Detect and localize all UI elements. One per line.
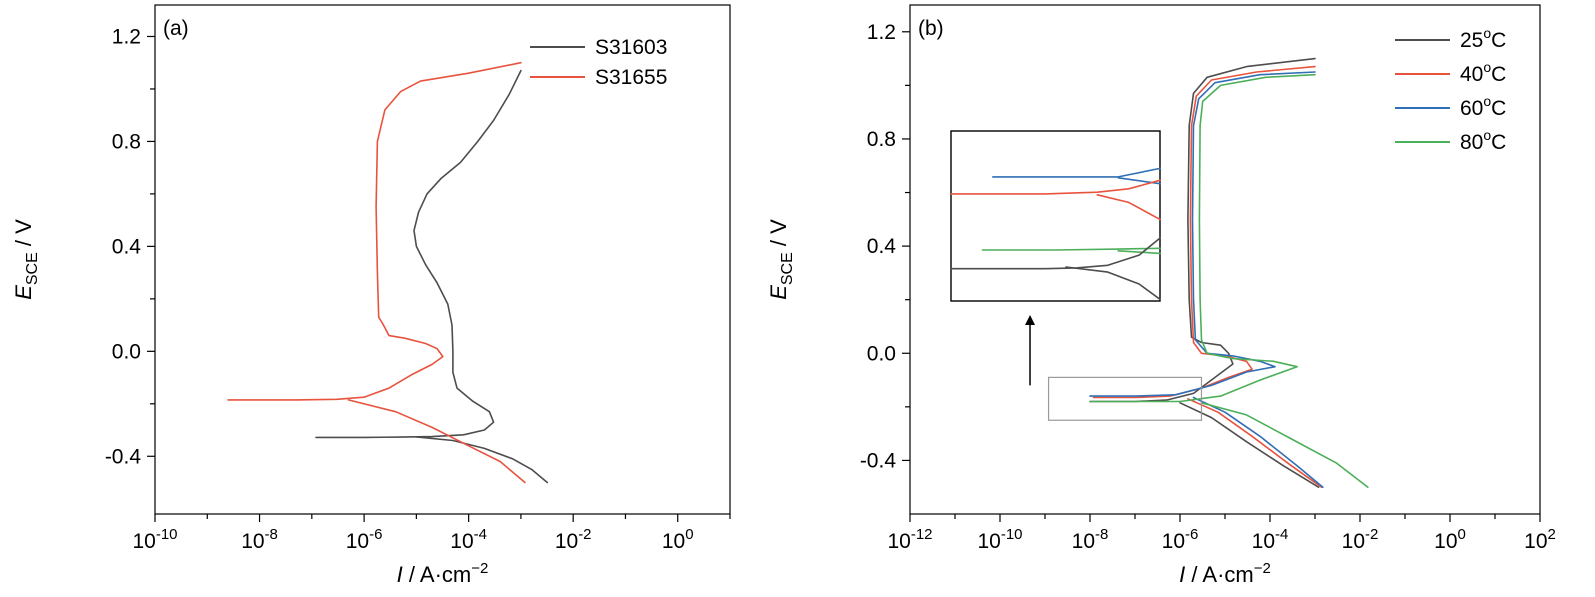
series-cathodic-line: [1192, 396, 1324, 488]
panel-label: (a): [163, 17, 189, 40]
zoom-region-box: [1047, 376, 1203, 421]
series-cathodic-line: [1187, 398, 1323, 488]
series-line: [1089, 57, 1316, 403]
inset-series-line: [950, 179, 1161, 195]
legend-label: 25oC: [1460, 25, 1506, 52]
x-axis-title: I / A·cm−2: [397, 560, 489, 587]
inset-series-branch: [1065, 266, 1161, 301]
y-tick-label: -0.4: [105, 445, 142, 468]
x-tick-label: 10-12: [887, 526, 932, 553]
x-tick-label: 10-10: [977, 526, 1022, 553]
zoom-arrow-head: [1025, 315, 1036, 325]
x-tick-label: 100: [662, 526, 694, 553]
series-line: [227, 61, 522, 401]
series-line: [1089, 73, 1316, 403]
y-axis-title: ESCE / V: [11, 219, 41, 300]
series-line: [315, 69, 522, 439]
chart-panel-a: 10-10 10-8 10-6 10-4 10-2 100 1.2 0.8 0.4 0.0 -0.4…: [11, 4, 731, 587]
chart-panel-b: 10-12 10-10 10-8 10-6 10-4 10-2 100 102 1.2 0.8 0.…: [766, 4, 1556, 587]
inset-series-line: [950, 237, 1161, 270]
x-tick-label: 10-2: [1342, 526, 1379, 553]
legend-label: S31655: [595, 66, 667, 89]
inset-series-branch: [1117, 250, 1161, 255]
series-cathodic-line: [1179, 402, 1320, 488]
x-tick-label: 100: [1434, 526, 1466, 553]
x-tick-label: 10-4: [1252, 526, 1289, 553]
x-tick-label: 10-2: [555, 526, 592, 553]
y-tick-label: 1.2: [867, 21, 896, 44]
series-cathodic-line: [347, 399, 526, 484]
x-tick-label: 10-10: [132, 526, 177, 553]
y-tick-label: 0.4: [867, 235, 897, 258]
inset-series-branch: [1096, 194, 1161, 221]
x-tick-label: 10-8: [1072, 526, 1109, 553]
y-axis-title: ESCE / V: [766, 219, 796, 300]
y-tick-label: 0.0: [112, 340, 141, 363]
inset-frame: [950, 130, 1161, 302]
x-tick-label: 10-6: [1162, 526, 1199, 553]
x-tick-label: 102: [1524, 526, 1556, 553]
x-tick-label: 10-4: [450, 526, 487, 553]
y-tick-label: -0.4: [860, 449, 897, 472]
legend-label: 80oC: [1460, 127, 1506, 154]
series-cathodic-line: [1200, 402, 1369, 488]
series-cathodic-line: [415, 436, 549, 484]
y-tick-label: 0.8: [112, 130, 141, 153]
legend-label: S31603: [595, 36, 667, 59]
x-tick-label: 10-8: [241, 526, 278, 553]
panel-label: (b): [918, 17, 944, 40]
inset-series-line: [992, 167, 1161, 178]
y-tick-label: 1.2: [112, 25, 141, 48]
inset-series-line: [981, 247, 1161, 251]
y-tick-label: 0.8: [867, 128, 896, 151]
x-tick-label: 10-6: [346, 526, 383, 553]
legend-label: 60oC: [1460, 93, 1506, 120]
x-axis-title: I / A·cm−2: [1179, 560, 1271, 587]
y-tick-label: 0.4: [112, 235, 142, 258]
y-tick-label: 0.0: [867, 342, 896, 365]
legend-label: 40oC: [1460, 59, 1506, 86]
plot-frame: [154, 4, 731, 515]
